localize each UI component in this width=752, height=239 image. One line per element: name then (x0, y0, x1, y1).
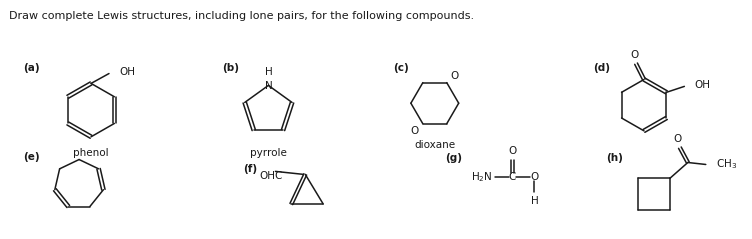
Text: N: N (265, 81, 272, 91)
Text: CH$_3$: CH$_3$ (716, 158, 737, 171)
Text: (d): (d) (593, 63, 610, 73)
Text: OH: OH (119, 67, 135, 76)
Text: H: H (265, 66, 272, 76)
Text: Draw complete Lewis structures, including lone pairs, for the following compound: Draw complete Lewis structures, includin… (9, 11, 475, 21)
Text: O: O (411, 126, 419, 136)
Text: O: O (530, 172, 538, 182)
Text: (e): (e) (23, 152, 40, 162)
Text: H: H (531, 196, 538, 206)
Text: C: C (509, 172, 516, 182)
Text: (c): (c) (393, 63, 408, 73)
Text: (f): (f) (244, 164, 258, 174)
Text: O: O (508, 146, 517, 156)
Text: phenol: phenol (73, 148, 109, 158)
Text: H$_2$N: H$_2$N (471, 170, 493, 184)
Text: (h): (h) (606, 153, 623, 163)
Text: (a): (a) (23, 63, 40, 73)
Text: O: O (450, 71, 459, 81)
Text: pyrrole: pyrrole (250, 148, 287, 158)
Text: dioxane: dioxane (414, 140, 456, 150)
Text: (b): (b) (223, 63, 240, 73)
Text: O: O (674, 134, 682, 144)
Text: (g): (g) (444, 153, 462, 163)
Text: O: O (630, 50, 638, 60)
Text: OH: OH (694, 80, 711, 90)
Text: OHC: OHC (259, 171, 283, 181)
